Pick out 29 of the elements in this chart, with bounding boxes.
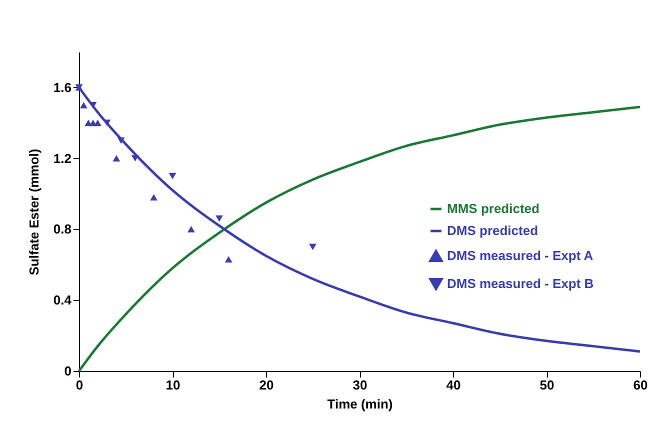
point (187, 226, 195, 232)
point (117, 137, 125, 144)
x-tick-label: 20 (259, 378, 274, 392)
point (94, 120, 102, 126)
legend-label: DMS predicted (447, 223, 538, 238)
x-axis-title: Time (min) (327, 396, 393, 412)
x-tick-label: 60 (633, 378, 648, 392)
point (309, 244, 316, 250)
x-tick-label: 30 (352, 378, 368, 392)
point (131, 155, 139, 162)
point (150, 194, 158, 201)
point (112, 155, 120, 162)
y-tick-label: 0.4 (53, 292, 72, 308)
point (80, 102, 88, 108)
point (224, 256, 232, 263)
point (168, 172, 176, 180)
y-tick-label: 0 (64, 364, 72, 378)
x-tick-label: 10 (166, 378, 180, 392)
x-tick-label: 0 (76, 378, 84, 392)
y-tick-label: 1.6 (53, 80, 72, 95)
legend-label: MMS predicted (447, 201, 540, 216)
x-tick-label: 50 (540, 378, 554, 392)
y-tick-label: 1.2 (53, 150, 72, 166)
y-axis-title: Sulfate Ester (mmol) (26, 148, 42, 276)
y-tick-label: 0.8 (53, 222, 72, 237)
x-tick-label: 40 (446, 378, 461, 392)
legend-label: DMS measured - Expt A (447, 248, 594, 263)
point (216, 215, 223, 222)
legend-label: DMS measured - Expt B (447, 276, 594, 291)
